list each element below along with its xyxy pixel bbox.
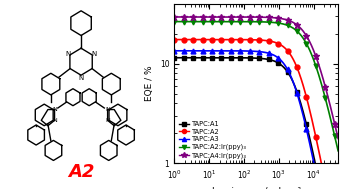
Text: N: N [105, 107, 110, 112]
Text: A2: A2 [68, 163, 94, 181]
Legend: TAPC:A1, TAPC:A2, TAPC:A3, TAPC:A2:Ir(ppy)₃, TAPC:A4:Ir(ppy)₃: TAPC:A1, TAPC:A2, TAPC:A3, TAPC:A2:Ir(pp… [179, 121, 247, 159]
Text: N: N [52, 118, 57, 123]
Text: N: N [92, 51, 97, 57]
X-axis label: Luminance / cd m⁻²: Luminance / cd m⁻² [211, 186, 301, 189]
Text: N: N [78, 75, 84, 81]
Text: N: N [52, 107, 57, 112]
Text: N: N [65, 51, 70, 57]
Y-axis label: EQE / %: EQE / % [145, 66, 154, 101]
Text: N: N [105, 118, 110, 123]
